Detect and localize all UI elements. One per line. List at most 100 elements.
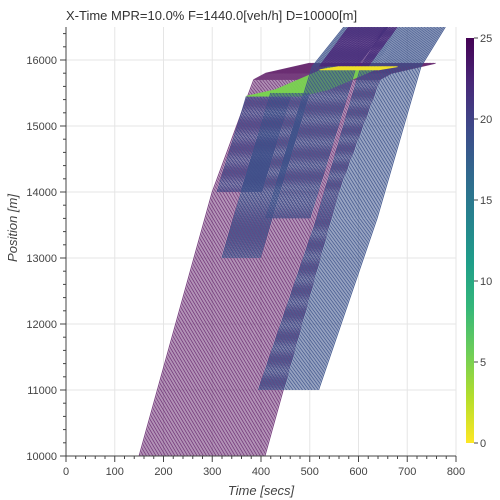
colorbar-tick-label: 25 xyxy=(480,33,492,45)
vehicle-trajectory xyxy=(309,27,437,391)
vehicle-trajectory xyxy=(287,27,415,391)
vehicle-trajectory xyxy=(297,27,426,391)
y-axis-ticks: 10000 11000 12000 13000 14000 15000 16000 xyxy=(26,33,66,463)
vehicle-trajectory xyxy=(341,27,372,67)
vehicle-trajectory xyxy=(324,27,356,67)
vehicle-trajectory xyxy=(237,96,268,193)
vehicle-trajectory xyxy=(231,96,262,193)
vehicle-trajectory xyxy=(319,27,350,67)
colorbar xyxy=(466,38,474,443)
vehicle-trajectory xyxy=(315,27,443,391)
vehicle-trajectory xyxy=(227,92,278,259)
vehicle-trajectory xyxy=(222,92,273,259)
vehicle-trajectory xyxy=(335,27,366,67)
vehicle-trajectory xyxy=(246,92,297,259)
vehicle-trajectory xyxy=(345,27,376,67)
vehicle-trajectory xyxy=(268,27,348,219)
vehicle-trajectory xyxy=(250,92,301,259)
vehicle-group xyxy=(319,66,398,71)
vehicle-trajectory xyxy=(364,27,395,67)
vehicle-trajectory xyxy=(301,27,430,391)
vehicle-trajectory xyxy=(266,27,346,219)
vehicle-trajectory xyxy=(239,92,289,259)
vehicle-trajectory xyxy=(223,96,255,193)
vehicle-trajectory xyxy=(285,27,414,391)
vehicle-trajectory xyxy=(342,27,373,67)
vehicle-trajectory xyxy=(274,27,402,391)
vehicle-trajectory xyxy=(352,27,383,67)
vehicle-trajectory xyxy=(316,27,445,391)
vehicle-trajectory xyxy=(229,96,261,193)
x-tick-label: 500 xyxy=(301,466,319,478)
vehicle-trajectory xyxy=(288,27,417,391)
vehicle-trajectory xyxy=(271,27,399,391)
y-axis-label: Position [m] xyxy=(5,194,20,262)
y-tick-label: 14000 xyxy=(26,187,57,199)
vehicle-trajectory xyxy=(240,92,291,259)
vehicle-trajectory xyxy=(291,27,420,391)
vehicle-trajectory xyxy=(243,92,294,259)
vehicle-trajectory xyxy=(278,27,407,391)
vehicle-trajectory xyxy=(244,92,295,259)
vehicle-trajectory xyxy=(294,27,423,391)
y-tick-label: 11000 xyxy=(27,385,57,397)
vehicle-trajectory xyxy=(313,27,442,391)
chart-title: X-Time MPR=10.0% F=1440.0[veh/h] D=10000… xyxy=(66,8,357,23)
vehicle-trajectory xyxy=(228,96,259,193)
vehicle-trajectory xyxy=(333,27,364,67)
vehicle-trajectory xyxy=(235,96,266,193)
x-tick-label: 300 xyxy=(203,466,221,478)
vehicle-trajectory xyxy=(249,92,300,259)
vehicle-trajectory xyxy=(221,92,272,259)
vehicle-trajectory xyxy=(304,27,433,391)
vehicle-trajectory xyxy=(355,27,386,67)
vehicle-trajectory xyxy=(252,92,302,259)
vehicle-trajectory xyxy=(290,27,418,391)
vehicle-trajectory xyxy=(361,27,392,67)
vehicle-trajectory xyxy=(330,27,361,67)
x-axis-label: Time [secs] xyxy=(228,483,295,498)
vehicle-trajectory xyxy=(232,96,263,193)
vehicle-trajectory xyxy=(265,27,345,219)
x-tick-label: 600 xyxy=(349,466,367,478)
vehicle-trajectory xyxy=(293,27,421,391)
y-tick-label: 16000 xyxy=(26,55,57,67)
vehicle-trajectory xyxy=(362,27,394,67)
vehicle-trajectory xyxy=(225,96,256,193)
vehicle-trajectory xyxy=(300,27,429,391)
vehicle-trajectory xyxy=(233,92,283,259)
vehicle-trajectory xyxy=(268,27,396,391)
vehicle-trajectory xyxy=(221,96,252,193)
vehicle-trajectory xyxy=(351,27,382,67)
vehicle-trajectory xyxy=(237,92,288,259)
vehicle-trajectory xyxy=(226,96,258,193)
vehicle-trajectory xyxy=(303,27,432,391)
x-tick-label: 800 xyxy=(447,466,465,478)
vehicle-trajectory xyxy=(354,27,385,67)
vehicle-trajectory xyxy=(241,92,292,259)
y-tick-label: 15000 xyxy=(26,121,57,133)
vehicle-trajectory xyxy=(343,27,375,67)
vehicle-trajectory xyxy=(329,27,360,67)
vehicle-trajectory xyxy=(230,92,281,259)
vehicle-trajectory xyxy=(310,27,439,391)
x-tick-label: 0 xyxy=(63,466,69,478)
vehicle-trajectory xyxy=(339,27,370,67)
vehicle-trajectory xyxy=(247,92,298,259)
vehicle-trajectory xyxy=(228,92,279,259)
x-tick-label: 200 xyxy=(154,466,172,478)
vehicle-trajectory xyxy=(236,92,286,259)
vehicle-trajectory xyxy=(238,96,269,193)
y-tick-label: 12000 xyxy=(26,319,57,331)
vehicle-trajectory xyxy=(299,27,427,391)
vehicle-trajectory xyxy=(269,27,398,391)
vehicle-trajectory xyxy=(225,92,276,259)
vehicle-trajectory xyxy=(338,27,369,67)
vehicle-trajectory xyxy=(346,27,377,67)
vehicle-trajectory xyxy=(269,27,349,219)
vehicle-trajectory xyxy=(348,27,379,67)
x-tick-label: 100 xyxy=(106,466,124,478)
vehicle-trajectory xyxy=(357,27,388,67)
vehicle-trajectory xyxy=(360,27,391,67)
